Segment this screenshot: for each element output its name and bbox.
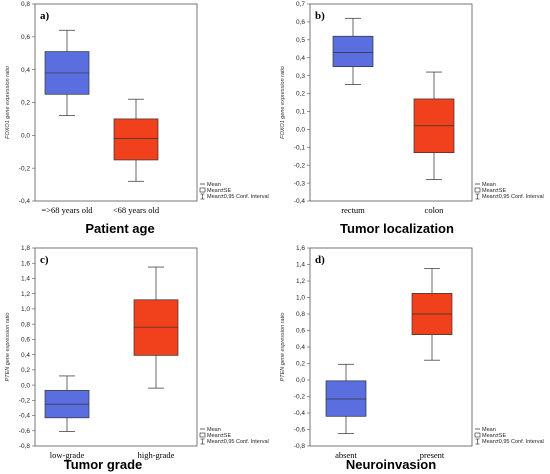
panel-1-legend-se-swatch <box>199 187 206 193</box>
panel-3-category-label: low-grade <box>50 450 85 460</box>
panel-4-y-tick-label: 0,4 <box>296 344 305 351</box>
panel-2-legend-se-swatch <box>474 187 481 193</box>
panel-3-y-tick-label: -0,6 <box>19 428 31 435</box>
panel-1-y-axis-label: FOXO1 gene expression ratio <box>5 66 11 139</box>
panel-3-panel-label: c) <box>40 254 49 266</box>
panel-4-plot-frame <box>309 247 473 447</box>
panel-4-legend-mean: Mean <box>482 427 496 433</box>
panel-1-y-tick-label: 0,8 <box>21 1 30 8</box>
panel-2-y-tick-label: 0,5 <box>296 37 305 44</box>
panel-3-y-tick-label: -0,8 <box>19 443 31 450</box>
panel-4-panel-label: d) <box>315 254 325 266</box>
panel-1-category-label: =>68 years old <box>41 205 93 215</box>
panel-4-category-label: absent <box>335 450 357 460</box>
panel-3-y-tick-label: 0,4 <box>21 352 30 359</box>
panel-1-panel-label: a) <box>40 10 50 22</box>
panel-3-legend-se: Mean±SE <box>207 433 231 439</box>
panel-4-y-tick-label: -0,2 <box>294 394 306 401</box>
panel-3-legend-se-swatch <box>199 432 206 438</box>
panel-1-legend-mean: Mean <box>207 182 221 188</box>
panel-3-y-tick-label: -0,4 <box>19 413 31 420</box>
panel-3-legend-mean: Mean <box>207 427 221 433</box>
panel-2-y-tick-label: 0,0 <box>296 127 305 134</box>
panel-4-y-tick-label: 0,8 <box>296 311 305 318</box>
panel-2-y-tick-label: 0,4 <box>296 55 305 62</box>
panel-4-y-tick-label: 1,2 <box>296 278 305 285</box>
panel-1-category-label: <68 years old <box>113 205 160 215</box>
panel-3-caption: Tumor grade <box>63 457 143 472</box>
panel-3-y-tick-label: 1,6 <box>21 260 30 267</box>
panel-2-y-tick-label: 0,3 <box>296 73 305 80</box>
panel-4-legend-se-swatch <box>474 432 481 438</box>
panel-4-legend-se: Mean±SE <box>482 433 506 439</box>
panel-2-category-label: rectum <box>341 205 365 215</box>
panel-3-y-tick-label: 1,0 <box>21 306 30 313</box>
panel-2-y-tick-label: 0,7 <box>296 1 305 8</box>
panel-4-y-tick-label: 1,4 <box>296 262 305 269</box>
panel-4-y-tick-label: 0,6 <box>296 328 305 335</box>
panel-3-y-tick-label: 1,2 <box>21 291 30 298</box>
panel-3-se-box <box>133 299 179 356</box>
panel-2-category-label: colon <box>425 205 445 215</box>
panel-3-y-axis-label: PTEN gene expression ratio <box>5 313 11 382</box>
panel-1-plot-frame <box>34 3 198 202</box>
panel-4-y-tick-label: 1,6 <box>296 245 305 252</box>
panel-2-y-tick-label: -0,2 <box>294 162 306 169</box>
panel-4-y-axis-label: PTEN gene expression ratio <box>280 313 286 382</box>
panel-4-y-tick-label: -0,4 <box>294 410 306 417</box>
panel-2-panel-label: b) <box>315 10 325 22</box>
panel-1-caption: Patient age <box>85 221 155 236</box>
panel-3-y-tick-label: 0,6 <box>21 337 30 344</box>
panel-2-y-tick-label: 0,6 <box>296 19 305 26</box>
panel-3-y-tick-label: 0,0 <box>21 382 30 389</box>
panel-3-y-tick-label: 1,4 <box>21 276 30 283</box>
panel-2-y-tick-label: 0,2 <box>296 91 305 98</box>
panel-4-y-tick-label: 1,0 <box>296 295 305 302</box>
panel-4-y-tick-label: -0,6 <box>294 427 306 434</box>
panel-3-y-tick-label: 0,2 <box>21 367 30 374</box>
panel-4-category-label: present <box>420 450 445 460</box>
panel-4-y-tick-label: 0,2 <box>296 361 305 368</box>
panel-3-y-tick-label: -0,2 <box>19 398 31 405</box>
panel-4-se-box <box>325 380 367 417</box>
panel-2-y-tick-label: -0,1 <box>294 144 306 151</box>
panel-3-category-label: high-grade <box>138 450 175 460</box>
panel-1-y-tick-label: -0,2 <box>19 165 31 172</box>
panel-2-caption: Tumor localization <box>340 221 454 236</box>
panel-1-se-box <box>113 118 159 161</box>
panel-1-legend-se: Mean±SE <box>207 188 231 194</box>
panel-2-se-box <box>332 35 374 68</box>
panel-1-y-tick-label: 0,2 <box>21 100 30 107</box>
panel-1-y-tick-label: 0,4 <box>21 67 30 74</box>
panel-1-y-tick-label: 0,6 <box>21 34 30 41</box>
panel-2-legend-se: Mean±SE <box>482 188 506 194</box>
panel-2-legend-mean: Mean <box>482 182 496 188</box>
panel-2-y-tick-label: -0,3 <box>294 180 306 187</box>
panel-1-y-tick-label: 0,0 <box>21 133 30 140</box>
panel-1-y-tick-label: -0,4 <box>19 198 31 205</box>
panel-1-legend-ci: Mean±0,95 Conf. Interval <box>207 194 269 200</box>
panel-2-y-axis-label: FOXO1 gene expression ratio <box>280 66 286 139</box>
panel-2-y-tick-label: -0,4 <box>294 198 306 205</box>
panel-2-y-tick-label: 0,1 <box>296 109 305 116</box>
panel-3-legend-ci: Mean±0,95 Conf. Interval <box>207 439 269 445</box>
panel-4-y-tick-label: -0,8 <box>294 443 306 450</box>
panel-4-legend-ci: Mean±0,95 Conf. Interval <box>482 439 544 445</box>
panel-4-caption: Neuroinvasion <box>345 457 437 472</box>
panel-2-legend-ci: Mean±0,95 Conf. Interval <box>482 194 544 200</box>
panel-3-y-tick-label: 0,8 <box>21 321 30 328</box>
panel-3-y-tick-label: 1,8 <box>21 245 30 252</box>
panel-4-y-tick-label: 0,0 <box>296 377 305 384</box>
